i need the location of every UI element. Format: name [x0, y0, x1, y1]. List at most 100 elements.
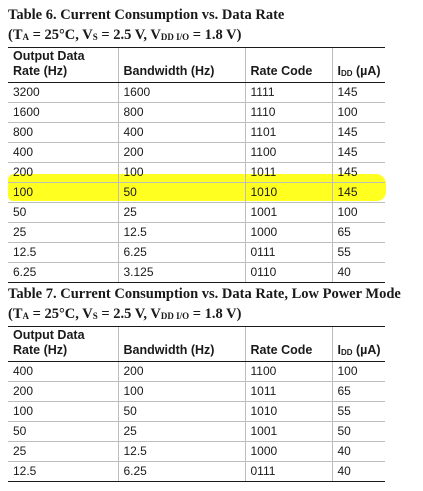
cell-rate-code: 1010 [244, 401, 332, 422]
col-header-bandwidth: Bandwidth (Hz) [117, 48, 245, 83]
col-header-idd: IDD (µA) [331, 327, 385, 362]
cell-bandwidth: 100 [117, 381, 245, 402]
cell-output-data-rate: 400 [8, 142, 118, 163]
cell-output-data-rate: 800 [8, 122, 118, 143]
cell-output-data-rate: 200 [8, 162, 118, 183]
cell-output-data-rate: 6.25 [8, 262, 118, 283]
cell-bandwidth: 200 [117, 142, 245, 163]
table-row: 1600 800 1110 100 [8, 102, 385, 123]
cell-output-data-rate: 100 [8, 182, 118, 203]
cell-rate-code: 1010 [244, 182, 332, 203]
table-6-block: Table 6. Current Consumption vs. Data Ra… [8, 5, 386, 283]
cell-bandwidth: 12.5 [117, 441, 245, 462]
cell-rate-code: 1000 [244, 441, 332, 462]
table-row: 400 200 1100 100 [8, 361, 385, 382]
cell-rate-code: 0110 [244, 262, 332, 283]
table-row: 12.5 6.25 0111 40 [8, 461, 385, 482]
cell-idd: 40 [331, 441, 385, 462]
cell-rate-code: 1000 [244, 222, 332, 243]
table-row-highlighted: 100 50 1010 145 [8, 182, 385, 203]
col-header-rate-code: Rate Code [244, 327, 332, 362]
cell-output-data-rate: 12.5 [8, 461, 118, 482]
col-header-output-data-rate: Output Data Rate (Hz) [8, 327, 118, 362]
cell-idd: 40 [331, 461, 385, 482]
cell-output-data-rate: 25 [8, 222, 118, 243]
cell-idd: 55 [331, 401, 385, 422]
cell-rate-code: 0111 [244, 461, 332, 482]
cell-bandwidth: 6.25 [117, 242, 245, 263]
cell-idd: 145 [331, 182, 385, 203]
col-header-idd: IDD (µA) [331, 48, 385, 83]
cell-output-data-rate: 400 [8, 361, 118, 382]
cell-bandwidth: 6.25 [117, 461, 245, 482]
cell-output-data-rate: 12.5 [8, 242, 118, 263]
cell-output-data-rate: 100 [8, 401, 118, 422]
col-header-bandwidth: Bandwidth (Hz) [117, 327, 245, 362]
cell-output-data-rate: 3200 [8, 82, 118, 103]
cell-idd: 100 [331, 361, 385, 382]
cell-output-data-rate: 50 [8, 421, 118, 442]
cell-bandwidth: 400 [117, 122, 245, 143]
cell-bandwidth: 200 [117, 361, 245, 382]
cell-rate-code: 1001 [244, 202, 332, 223]
cell-idd: 145 [331, 162, 385, 183]
cell-idd: 100 [331, 202, 385, 223]
col-header-rate-code: Rate Code [244, 48, 332, 83]
table-6-conditions: (TA = 25°C, VS = 2.5 V, VDD I/O = 1.8 V) [8, 25, 385, 48]
cell-rate-code: 0111 [244, 242, 332, 263]
cell-idd: 65 [331, 222, 385, 243]
table-row: 800 400 1101 145 [8, 122, 385, 143]
cell-bandwidth: 1600 [117, 82, 245, 103]
cell-idd: 65 [331, 381, 385, 402]
cell-rate-code: 1111 [244, 82, 332, 103]
table-row: 12.5 6.25 0111 55 [8, 242, 385, 263]
table-6-body: 3200 1600 1111 145 1600 800 1110 100 800 400 1101 1… [8, 82, 385, 283]
cell-idd: 55 [331, 242, 385, 263]
table-7-body: 400 200 1100 100 200 100 1011 65 100 50 1010 55 50 25… [8, 361, 385, 482]
cell-bandwidth: 50 [117, 401, 245, 422]
table-6: Output Data Rate (Hz) Bandwidth (Hz) Rate… [8, 48, 385, 283]
table-row: 100 50 1010 55 [8, 401, 385, 422]
table-7: Output Data Rate (Hz) Bandwidth (Hz) Rate… [8, 327, 385, 482]
cell-rate-code: 1110 [244, 102, 332, 123]
cell-idd: 50 [331, 421, 385, 442]
cell-bandwidth: 800 [117, 102, 245, 123]
table-7-conditions: (TA = 25°C, VS = 2.5 V, VDD I/O = 1.8 V) [8, 304, 385, 327]
cell-idd: 145 [331, 82, 385, 103]
table-6-title: Table 6. Current Consumption vs. Data Ra… [8, 7, 285, 23]
cell-rate-code: 1100 [244, 142, 332, 163]
cell-output-data-rate: 50 [8, 202, 118, 223]
cell-bandwidth: 100 [117, 162, 245, 183]
table-6-header-row: Output Data Rate (Hz) Bandwidth (Hz) Rate… [8, 48, 385, 83]
cell-output-data-rate: 25 [8, 441, 118, 462]
cell-output-data-rate: 1600 [8, 102, 118, 123]
cell-bandwidth: 12.5 [117, 222, 245, 243]
cell-idd: 145 [331, 122, 385, 143]
cell-bandwidth: 3.125 [117, 262, 245, 283]
cell-bandwidth: 50 [117, 182, 245, 203]
cell-bandwidth: 25 [117, 421, 245, 442]
table-7-title: Table 7. Current Consumption vs. Data Ra… [8, 286, 401, 302]
table-row: 25 12.5 1000 40 [8, 441, 385, 462]
table-row: 50 25 1001 50 [8, 421, 385, 442]
cell-rate-code: 1011 [244, 381, 332, 402]
table-row: 6.25 3.125 0110 40 [8, 262, 385, 283]
cell-idd: 40 [331, 262, 385, 283]
table-row: 400 200 1100 145 [8, 142, 385, 163]
cell-bandwidth: 25 [117, 202, 245, 223]
cell-idd: 145 [331, 142, 385, 163]
cell-idd: 100 [331, 102, 385, 123]
cell-rate-code: 1011 [244, 162, 332, 183]
table-row: 50 25 1001 100 [8, 202, 385, 223]
table-row: 200 100 1011 65 [8, 381, 385, 402]
table-7-block: Table 7. Current Consumption vs. Data Ra… [8, 284, 401, 482]
cell-output-data-rate: 200 [8, 381, 118, 402]
table-row: 3200 1600 1111 145 [8, 82, 385, 103]
cell-rate-code: 1101 [244, 122, 332, 143]
cell-rate-code: 1100 [244, 361, 332, 382]
table-row: 200 100 1011 145 [8, 162, 385, 183]
table-7-header-row: Output Data Rate (Hz) Bandwidth (Hz) Rate… [8, 327, 385, 362]
col-header-output-data-rate: Output Data Rate (Hz) [8, 48, 118, 83]
cell-rate-code: 1001 [244, 421, 332, 442]
table-row: 25 12.5 1000 65 [8, 222, 385, 243]
